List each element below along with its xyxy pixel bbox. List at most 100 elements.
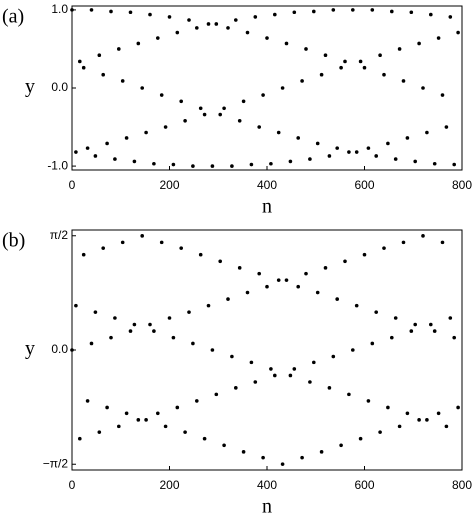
point [175,405,180,410]
point [117,47,121,51]
point [175,30,180,35]
x-axis-label: n [262,196,272,218]
point [413,159,418,164]
point [156,36,160,40]
point [323,53,328,57]
point [109,335,113,340]
y-tick-label: 1.0 [51,2,68,16]
point [401,240,406,245]
panel-label: (b) [2,230,25,252]
point [370,8,375,12]
point [85,146,90,150]
point [456,405,460,410]
point [136,41,141,46]
point [187,18,191,22]
point [386,141,390,146]
y-axis-label: y [25,76,35,98]
x-tick-label: 200 [159,178,179,192]
point [214,392,219,397]
point [386,405,390,410]
point [124,411,129,416]
point [374,154,379,158]
point [171,162,176,167]
y-tick-label: π/2 [50,228,69,242]
point [218,112,222,117]
point [319,450,324,454]
point [140,86,144,90]
point [105,141,109,146]
point [226,297,230,301]
point [448,316,453,320]
point [366,399,371,403]
point [323,266,328,270]
point [432,161,437,166]
point [300,79,304,83]
point [93,310,98,314]
point [241,99,246,104]
point [362,65,367,70]
x-tick-label: 400 [257,178,277,192]
point [179,99,183,104]
x-tick-label: 0 [69,178,76,192]
point [191,341,195,346]
point [335,146,340,150]
point [417,418,421,422]
point [343,259,347,264]
point [312,9,316,14]
point [210,348,215,352]
point [74,303,78,308]
point [265,36,269,40]
point [296,284,301,289]
point [249,162,254,167]
point [362,252,367,257]
point [136,418,141,422]
point [202,112,207,117]
point [245,30,250,35]
point [269,161,273,166]
point [405,136,410,140]
point [339,443,343,448]
point [366,146,371,150]
point [315,290,320,295]
point [234,386,238,390]
point [230,164,234,168]
point [296,136,301,140]
point [132,159,137,164]
point [417,41,421,46]
point [187,310,191,314]
point [284,41,289,46]
point [195,26,199,30]
point [230,354,234,359]
point [429,12,433,17]
point [440,93,445,97]
point [448,15,453,19]
x-tick-label: 0 [69,478,76,492]
point [148,322,152,327]
point [280,86,285,90]
point [405,411,410,416]
point [280,462,285,466]
point [202,436,207,441]
point [222,443,226,448]
point [179,246,183,250]
point [327,154,332,158]
y-tick-label: -1.0 [47,158,68,172]
point [382,72,386,77]
point [401,79,406,83]
point [292,367,297,371]
point [257,271,262,276]
point [167,316,172,320]
x-tick-label: 400 [257,478,277,492]
point [319,72,324,77]
point [409,10,414,15]
x-tick-label: 200 [159,478,179,492]
point [292,10,297,15]
point [273,373,277,378]
point [397,47,402,51]
y-tick-label: 0.0 [51,80,68,94]
point [132,322,137,327]
point [70,8,74,12]
point [273,12,277,17]
point [163,125,168,129]
